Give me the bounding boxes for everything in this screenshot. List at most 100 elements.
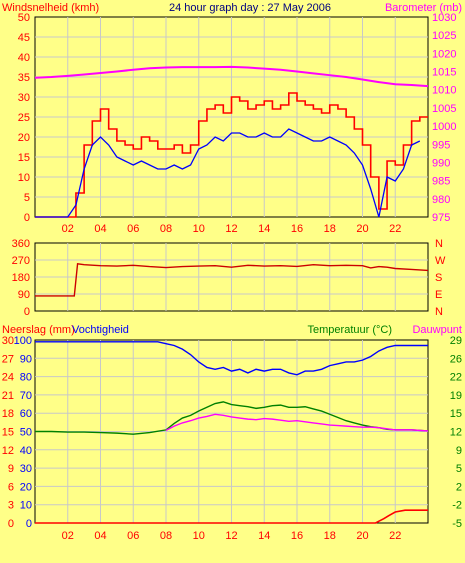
humidity-series bbox=[35, 341, 428, 376]
barometer-y-tick-label: 990 bbox=[432, 157, 450, 169]
temperature-y-tick-label: 5 bbox=[456, 463, 462, 475]
wind-x-tick-label: 12 bbox=[225, 223, 237, 235]
barometer-y-tick-label: 1020 bbox=[432, 48, 456, 60]
wind-direction-series bbox=[35, 262, 429, 297]
weather-x-tick-label: 04 bbox=[94, 530, 106, 542]
wind-x-tick-label: 14 bbox=[258, 223, 270, 235]
barometer-y-tick-label: 975 bbox=[432, 212, 450, 224]
humidity-y-tick-label: 20 bbox=[20, 481, 32, 493]
barometer-axis-title: Barometer (mb) bbox=[385, 2, 462, 14]
temperature-y-tick-label: 12 bbox=[450, 427, 462, 439]
compass-tick-label: N bbox=[435, 238, 443, 250]
wind-x-tick-label: 20 bbox=[356, 223, 368, 235]
rain-axis-title: Neerslag (mm) bbox=[2, 324, 75, 336]
series-layer bbox=[34, 65, 429, 524]
barometer-y-tick-label: 1015 bbox=[432, 67, 456, 79]
temperature-y-tick-label: -2 bbox=[452, 500, 462, 512]
humidity-y-tick-label: 70 bbox=[20, 390, 32, 402]
rain-series bbox=[35, 509, 428, 524]
wind-speed-series bbox=[35, 128, 421, 218]
humidity-y-tick-label: 60 bbox=[20, 408, 32, 420]
wind-y-tick-label: 30 bbox=[18, 92, 30, 104]
barometer-y-tick-label: 980 bbox=[432, 194, 450, 206]
direction-y-tick-label: 360 bbox=[12, 238, 30, 250]
humidity-axis-title: Vochtigheid bbox=[72, 324, 129, 336]
wind-x-tick-label: 18 bbox=[324, 223, 336, 235]
rain-y-tick-label: 21 bbox=[2, 390, 14, 402]
wind-axis-title: Windsnelheid (kmh) bbox=[2, 2, 99, 14]
wind-y-tick-label: 10 bbox=[18, 172, 30, 184]
humidity-y-tick-label: 10 bbox=[20, 500, 32, 512]
compass-tick-label: S bbox=[435, 272, 442, 284]
temperature-y-tick-label: 15 bbox=[450, 408, 462, 420]
rain-y-tick-label: 18 bbox=[2, 408, 14, 420]
wind-y-tick-label: 35 bbox=[18, 72, 30, 84]
barometer-y-tick-label: 1030 bbox=[432, 12, 456, 24]
rain-y-tick-label: 15 bbox=[2, 427, 14, 439]
compass-tick-label: E bbox=[435, 289, 442, 301]
dewpoint-axis-title: Dauwpunt bbox=[412, 324, 462, 336]
weather-x-tick-label: 16 bbox=[291, 530, 303, 542]
wind-x-tick-label: 16 bbox=[291, 223, 303, 235]
humidity-y-tick-label: 50 bbox=[20, 427, 32, 439]
rain-y-tick-label: 9 bbox=[8, 463, 14, 475]
barometer-y-tick-label: 1000 bbox=[432, 121, 456, 133]
rain-y-tick-label: 0 bbox=[8, 518, 14, 530]
tick-labels: 0510152025303540455097598098599099510001… bbox=[2, 12, 462, 542]
temperature-y-tick-label: -5 bbox=[452, 518, 462, 530]
weather-x-tick-label: 18 bbox=[324, 530, 336, 542]
temperature-y-tick-label: 2 bbox=[456, 481, 462, 493]
temperature-y-tick-label: 9 bbox=[456, 445, 462, 457]
wind-x-tick-label: 06 bbox=[127, 223, 139, 235]
barometer-y-tick-label: 1005 bbox=[432, 103, 456, 115]
humidity-y-tick-label: 30 bbox=[20, 463, 32, 475]
temperature-y-tick-label: 29 bbox=[450, 335, 462, 347]
rain-y-tick-label: 12 bbox=[2, 445, 14, 457]
temperature-y-tick-label: 19 bbox=[450, 390, 462, 402]
wind-y-tick-label: 40 bbox=[18, 52, 30, 64]
dewpoint-series bbox=[165, 413, 429, 432]
wind-x-tick-label: 08 bbox=[160, 223, 172, 235]
temperature-axis-title: Temperatuur (°C) bbox=[308, 324, 392, 336]
weather-x-tick-label: 20 bbox=[356, 530, 368, 542]
humidity-y-tick-label: 0 bbox=[26, 518, 32, 530]
wind-y-tick-label: 50 bbox=[18, 12, 30, 24]
weather-x-tick-label: 10 bbox=[193, 530, 205, 542]
barometer-y-tick-label: 1025 bbox=[432, 30, 456, 42]
compass-tick-label: N bbox=[435, 306, 443, 318]
wind-y-tick-label: 25 bbox=[18, 112, 30, 124]
rain-y-tick-label: 3 bbox=[8, 500, 14, 512]
rain-y-tick-label: 30 bbox=[2, 335, 14, 347]
wind-y-tick-label: 5 bbox=[24, 192, 30, 204]
weather-x-tick-label: 06 bbox=[127, 530, 139, 542]
temperature-y-tick-label: 26 bbox=[450, 353, 462, 365]
direction-y-tick-label: 90 bbox=[18, 289, 30, 301]
rain-y-tick-label: 6 bbox=[8, 481, 14, 493]
weather-x-tick-label: 08 bbox=[160, 530, 172, 542]
rain-y-tick-label: 27 bbox=[2, 353, 14, 365]
wind-y-tick-label: 20 bbox=[18, 132, 30, 144]
wind-x-tick-label: 22 bbox=[389, 223, 401, 235]
direction-y-tick-label: 270 bbox=[12, 255, 30, 267]
temperature-series bbox=[35, 401, 429, 435]
direction-y-tick-label: 0 bbox=[24, 306, 30, 318]
humidity-y-tick-label: 80 bbox=[20, 372, 32, 384]
weather-x-tick-label: 22 bbox=[389, 530, 401, 542]
wind-y-tick-label: 15 bbox=[18, 152, 30, 164]
weather-x-tick-label: 12 bbox=[225, 530, 237, 542]
weather-x-tick-label: 14 bbox=[258, 530, 270, 542]
barometer-y-tick-label: 995 bbox=[432, 139, 450, 151]
barometer-y-tick-label: 1010 bbox=[432, 85, 456, 97]
humidity-y-tick-label: 40 bbox=[20, 445, 32, 457]
humidity-y-tick-label: 90 bbox=[20, 353, 32, 365]
wind-y-tick-label: 0 bbox=[24, 212, 30, 224]
weather-x-tick-label: 02 bbox=[62, 530, 74, 542]
wind-x-tick-label: 02 bbox=[62, 223, 74, 235]
chart-title: 24 hour graph day : 27 May 2006 bbox=[169, 2, 331, 14]
compass-tick-label: W bbox=[435, 255, 446, 267]
wind-gust-series bbox=[35, 92, 428, 218]
humidity-y-tick-label: 100 bbox=[14, 335, 32, 347]
rain-y-tick-label: 24 bbox=[2, 372, 14, 384]
barometer-series bbox=[34, 65, 429, 88]
